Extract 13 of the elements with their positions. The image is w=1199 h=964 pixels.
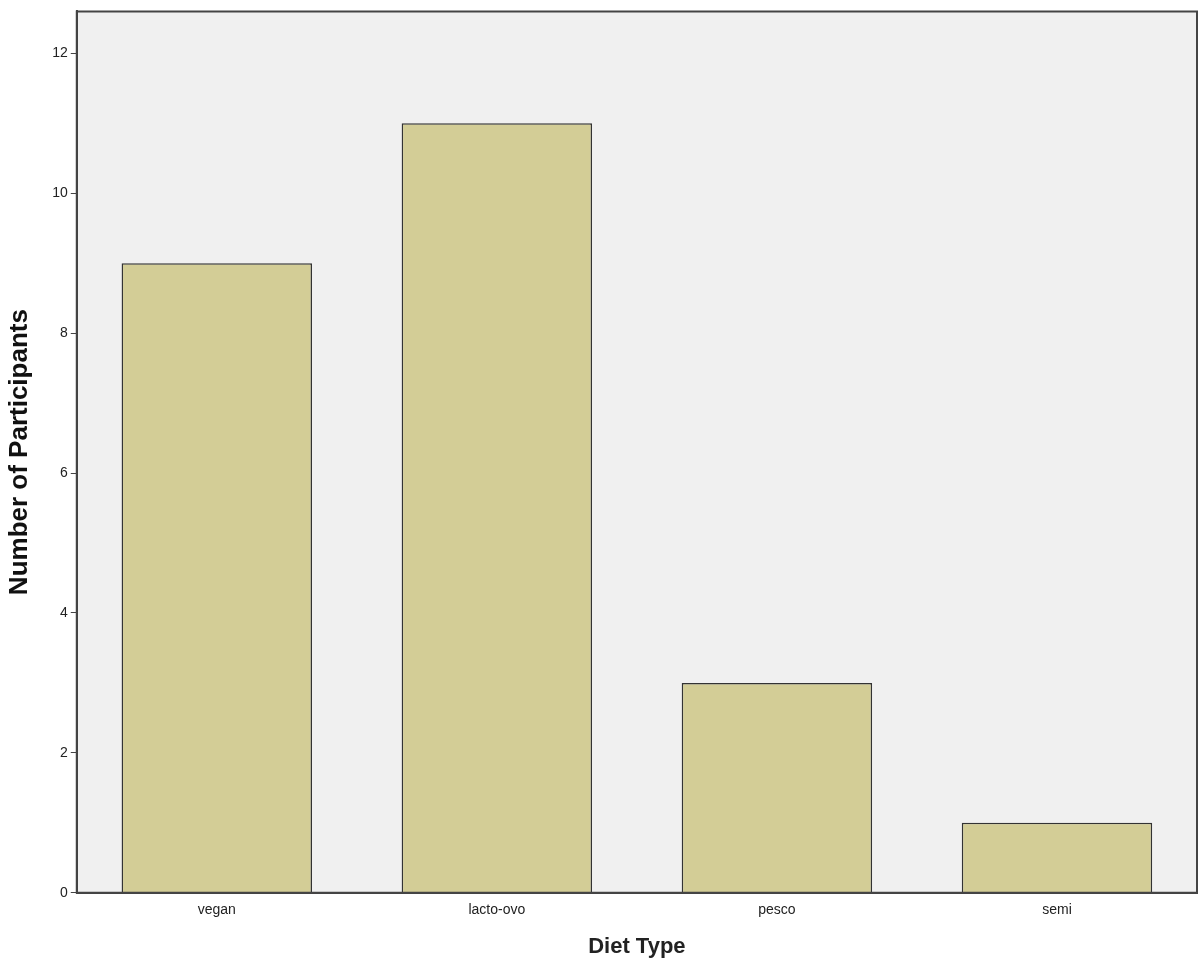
- y-tick-label: 0: [59, 883, 68, 900]
- y-tick-label: 8: [59, 324, 68, 341]
- x-axis-title: Diet Type: [588, 932, 686, 958]
- y-axis-title: Number of Participants: [2, 309, 33, 596]
- x-tick-label: lacto-ovo: [468, 901, 526, 918]
- x-tick-label: semi: [1042, 901, 1072, 918]
- x-tick-label: vegan: [197, 901, 236, 918]
- y-tick-label: 10: [52, 184, 68, 201]
- y-tick-label: 4: [59, 603, 68, 620]
- y-tick-label: 6: [59, 463, 68, 480]
- y-tick-label: 12: [52, 44, 68, 61]
- y-tick-label: 2: [59, 743, 68, 760]
- x-tick-label: pesco: [758, 901, 796, 918]
